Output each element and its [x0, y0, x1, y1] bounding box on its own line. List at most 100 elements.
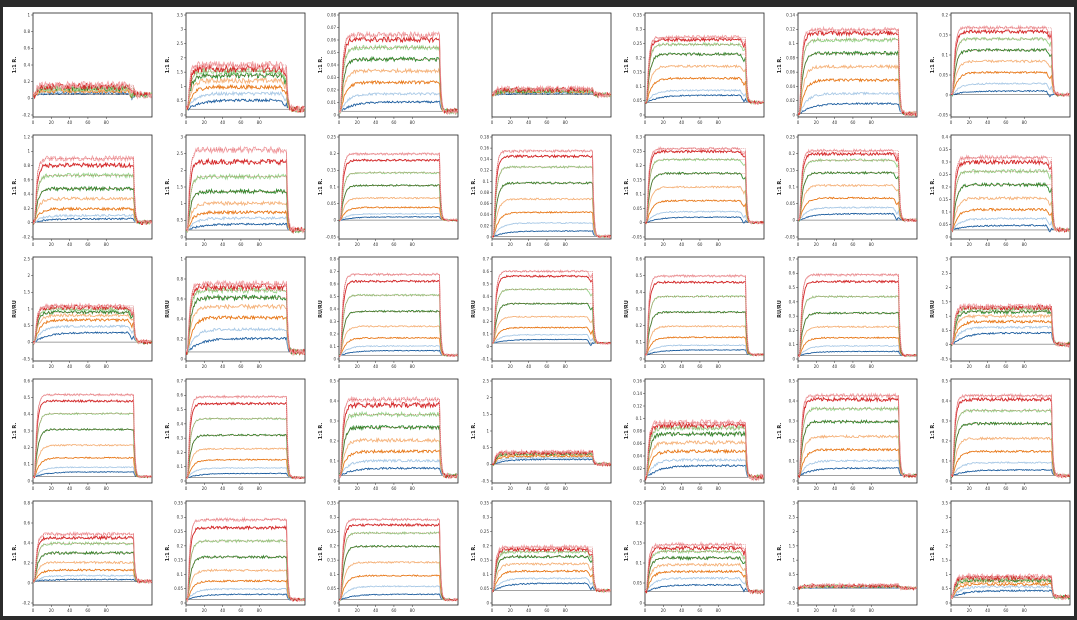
x-tick-label: 40 [832, 242, 838, 247]
plot-frame [644, 256, 765, 362]
x-tick-label: 20 [49, 242, 55, 247]
y-tick-label: 1.5 [483, 412, 490, 417]
y-axis-label: 1:1 R. [624, 423, 630, 440]
y-tick-label: 0.3 [24, 428, 31, 433]
series-line-4 [339, 324, 458, 357]
x-tick-label: 0 [491, 486, 494, 491]
fit-line-7 [186, 527, 305, 600]
series-line-4 [798, 325, 917, 357]
series-line-4 [798, 64, 918, 117]
x-tick-label: 20 [355, 608, 361, 613]
series-line-5 [798, 311, 917, 358]
x-tick-label: 80 [257, 120, 263, 125]
x-tick-label: 40 [679, 608, 685, 613]
x-tick-label: 20 [355, 120, 361, 125]
x-tick-label: 80 [869, 486, 875, 491]
fit-line-5 [951, 311, 1070, 345]
series-line-1 [33, 217, 152, 224]
fit-line-6 [186, 418, 305, 478]
y-tick-label: 0 [180, 112, 183, 117]
y-tick-label: 0.2 [483, 543, 490, 548]
series-group [645, 418, 765, 482]
y-tick-label: 0.05 [480, 586, 489, 591]
y-axis-label: 1:1 R. [471, 179, 477, 196]
x-tick-label: 0 [32, 486, 35, 491]
y-tick-label: 0.06 [327, 37, 336, 42]
series-line-1 [645, 216, 764, 224]
y-tick-label: 0.4 [177, 421, 184, 426]
y-tick-label: 0.5 [789, 378, 796, 383]
fit-line-7 [798, 399, 917, 476]
x-tick-label: 20 [508, 364, 514, 369]
series-group [492, 269, 611, 347]
x-tick-label: 80 [1022, 486, 1028, 491]
series-line-1 [33, 471, 152, 478]
x-tick-label: 20 [661, 486, 667, 491]
series-line-3 [645, 336, 764, 356]
y-axis-label: 1:1 R. [930, 179, 936, 196]
x-tick-label: 40 [985, 608, 991, 613]
x-tick-label: 0 [644, 486, 647, 491]
y-axis-label: RU/RU [318, 300, 324, 318]
y-tick-label: 0.07 [327, 25, 336, 30]
series-line-4 [33, 560, 152, 583]
series-line-4 [951, 195, 1070, 233]
x-tick-label: 0 [950, 242, 953, 247]
fit-line-8 [645, 422, 764, 478]
fit-line-7 [33, 400, 152, 477]
y-tick-label: 0.1 [636, 560, 643, 565]
series-line-7 [951, 158, 1070, 233]
y-tick-label: 0.14 [786, 12, 795, 17]
y-tick-label: 0.5 [942, 378, 949, 383]
y-tick-label: 0.2 [24, 79, 31, 84]
series-line-8 [798, 581, 918, 591]
series-line-5 [33, 309, 153, 346]
series-line-7 [645, 544, 764, 595]
series-line-3 [645, 569, 764, 594]
x-tick-label: 40 [220, 364, 226, 369]
fit-line-5 [951, 49, 1070, 95]
y-tick-label: 0 [639, 112, 642, 117]
series-line-1 [798, 212, 917, 222]
fit-line-7 [645, 282, 764, 355]
series-line-3 [492, 326, 611, 345]
y-axis-label: 1:1 R. [12, 545, 18, 562]
series-line-5 [492, 181, 611, 238]
x-tick-label: 20 [355, 364, 361, 369]
series-line-3 [186, 458, 305, 479]
sensorgram-panel-r1-c4: 0 20 40 60 80 [491, 12, 612, 125]
series-line-3 [186, 83, 305, 113]
series-line-1 [492, 458, 611, 466]
x-tick-label: 40 [985, 242, 991, 247]
x-tick-label: 80 [410, 120, 416, 125]
y-tick-label: 0.7 [330, 269, 337, 274]
series-line-7 [339, 158, 458, 223]
y-tick-label: 3.5 [177, 12, 184, 17]
y-tick-label: 1 [27, 306, 30, 311]
fit-line-7 [645, 151, 764, 223]
series-line-1 [186, 472, 305, 479]
y-tick-label: 0.6 [24, 46, 31, 51]
fit-line-5 [492, 182, 611, 237]
y-tick-label: 0.1 [789, 184, 796, 189]
fit-line-7 [645, 547, 764, 592]
x-tick-label: 20 [49, 486, 55, 491]
y-tick-label: 0 [486, 600, 489, 605]
fit-line-8 [951, 395, 1070, 476]
series-line-7 [798, 396, 917, 479]
y-tick-label: 0 [639, 478, 642, 483]
y-tick-label: 1 [945, 314, 948, 319]
y-tick-label: 0.2 [636, 323, 643, 328]
y-tick-label: 1.5 [942, 299, 949, 304]
y-tick-label: 0 [27, 220, 30, 225]
y-tick-label: 0.1 [789, 41, 796, 46]
series-line-5 [645, 430, 764, 481]
x-tick-label: 0 [644, 364, 647, 369]
series-line-6 [186, 172, 306, 234]
fit-line-8 [33, 84, 152, 95]
fit-line-7 [798, 153, 917, 221]
x-tick-label: 60 [697, 242, 703, 247]
y-tick-label: 0.18 [480, 134, 489, 139]
series-line-2 [951, 81, 1070, 97]
